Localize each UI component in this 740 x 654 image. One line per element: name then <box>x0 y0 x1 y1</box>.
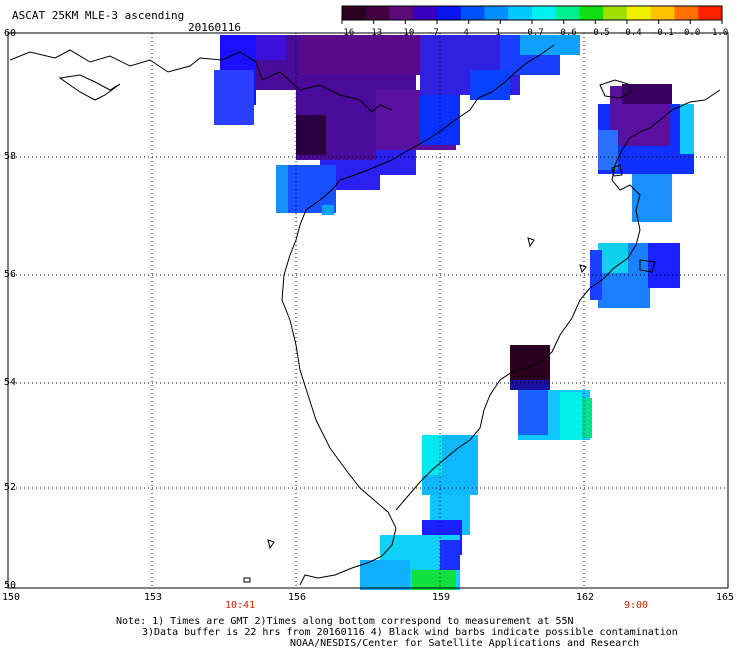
coastline-peninsula <box>58 74 121 101</box>
lat-tick-label: 56 <box>4 269 17 280</box>
lat-tick-label: 58 <box>4 151 17 162</box>
swath-cell <box>560 392 582 440</box>
colorbar-swatch <box>627 6 652 20</box>
swath-cell <box>470 70 510 100</box>
colorbar-swatch <box>389 6 414 20</box>
colorbar-swatch <box>674 6 699 20</box>
coastline-island <box>243 577 251 583</box>
swath-cell <box>420 95 460 145</box>
colorbar-label: -0.4 <box>620 28 642 38</box>
swath-cell <box>360 560 410 590</box>
colorbar <box>341 5 723 24</box>
footnote-line: Note: 1) Times are GMT 2)Times along bot… <box>116 616 574 627</box>
colorbar-swatch <box>650 6 675 20</box>
colorbar-swatch <box>555 6 580 20</box>
lat-tick-label: 54 <box>4 377 17 388</box>
lon-tick-label: 165 <box>716 592 735 603</box>
lon-tick-label: 156 <box>288 592 307 603</box>
footnote-line: NOAA/NESDIS/Center for Satellite Applica… <box>290 638 640 649</box>
swath-cell <box>598 243 628 273</box>
coastline-island <box>599 79 633 99</box>
footnote-line: 3)Data buffer is 22 hrs from 20160116 4)… <box>142 627 678 638</box>
map-frame <box>7 32 729 589</box>
colorbar-label: -1 <box>490 28 501 38</box>
colorbar-label: -0.1 <box>652 28 674 38</box>
swath-cell <box>510 380 550 390</box>
colorbar-label: -4 <box>458 28 469 38</box>
coastline-kamchatka-east <box>395 89 721 511</box>
chart-title: ASCAT 25KM MLE-3 ascending <box>12 9 185 22</box>
colorbar-label: -10 <box>398 28 415 38</box>
colorbar-label: 0.0 <box>684 28 701 38</box>
swath-cell <box>440 540 460 570</box>
colorbar-label: -0.6 <box>555 28 577 38</box>
pass-time-label: 9:00 <box>624 600 649 611</box>
coastline-island <box>611 164 623 177</box>
colorbar-swatch <box>413 6 438 20</box>
coastline-kamchatka-west <box>281 44 555 586</box>
swath-cell <box>582 398 592 438</box>
swath-cell <box>598 130 618 170</box>
lon-tick-label: 162 <box>576 592 595 603</box>
colorbar-swatch <box>437 6 462 20</box>
colorbar-swatch <box>342 6 367 20</box>
lat-tick-label: 50 <box>4 580 17 591</box>
coastline-north <box>9 49 393 113</box>
swath-cell <box>622 84 672 104</box>
lon-tick-label: 159 <box>432 592 451 603</box>
lat-tick-label: 52 <box>4 482 17 493</box>
scatterometer-swaths <box>214 35 694 590</box>
swath-cell <box>412 570 456 590</box>
colorbar-swatch <box>698 6 723 20</box>
swath-cell <box>680 104 694 154</box>
lat-tick-label: 60 <box>4 28 17 39</box>
colorbar-swatch <box>532 6 557 20</box>
colorbar-label: -7 <box>428 28 439 38</box>
swath-cell <box>520 35 580 55</box>
colorbar-swatch <box>460 6 485 20</box>
lon-tick-label: 153 <box>144 592 163 603</box>
coastline-island <box>579 264 587 274</box>
colorbar-label: 1.0 <box>712 28 729 38</box>
coastlines <box>9 44 721 586</box>
lat-lon-grid <box>8 33 728 588</box>
colorbar-label: -13 <box>366 28 383 38</box>
swath-cell <box>648 243 680 288</box>
swath-cell <box>276 165 288 213</box>
colorbar-swatch <box>484 6 509 20</box>
swath-cell <box>518 390 548 435</box>
colorbar-swatch <box>603 6 628 20</box>
chart-date: 20160116 <box>188 21 241 34</box>
pass-time-label: 10:41 <box>225 600 256 611</box>
swath-cell <box>296 115 326 155</box>
coastline-island <box>527 237 535 248</box>
lon-tick-label: 150 <box>2 592 21 603</box>
swath-cell <box>214 70 254 125</box>
swath-cell <box>322 205 334 215</box>
swath-cell <box>632 174 672 222</box>
colorbar-swatch <box>579 6 604 20</box>
swath-cell <box>376 150 416 175</box>
swath-cell <box>256 35 286 60</box>
colorbar-swatch <box>365 6 390 20</box>
swath-cell <box>422 435 442 475</box>
colorbar-label: -16 <box>338 28 355 38</box>
colorbar-swatch <box>508 6 533 20</box>
coastline-island <box>267 539 275 550</box>
colorbar-label: -0.7 <box>522 28 544 38</box>
colorbar-label: -0.5 <box>588 28 610 38</box>
coastline-island <box>639 259 656 273</box>
